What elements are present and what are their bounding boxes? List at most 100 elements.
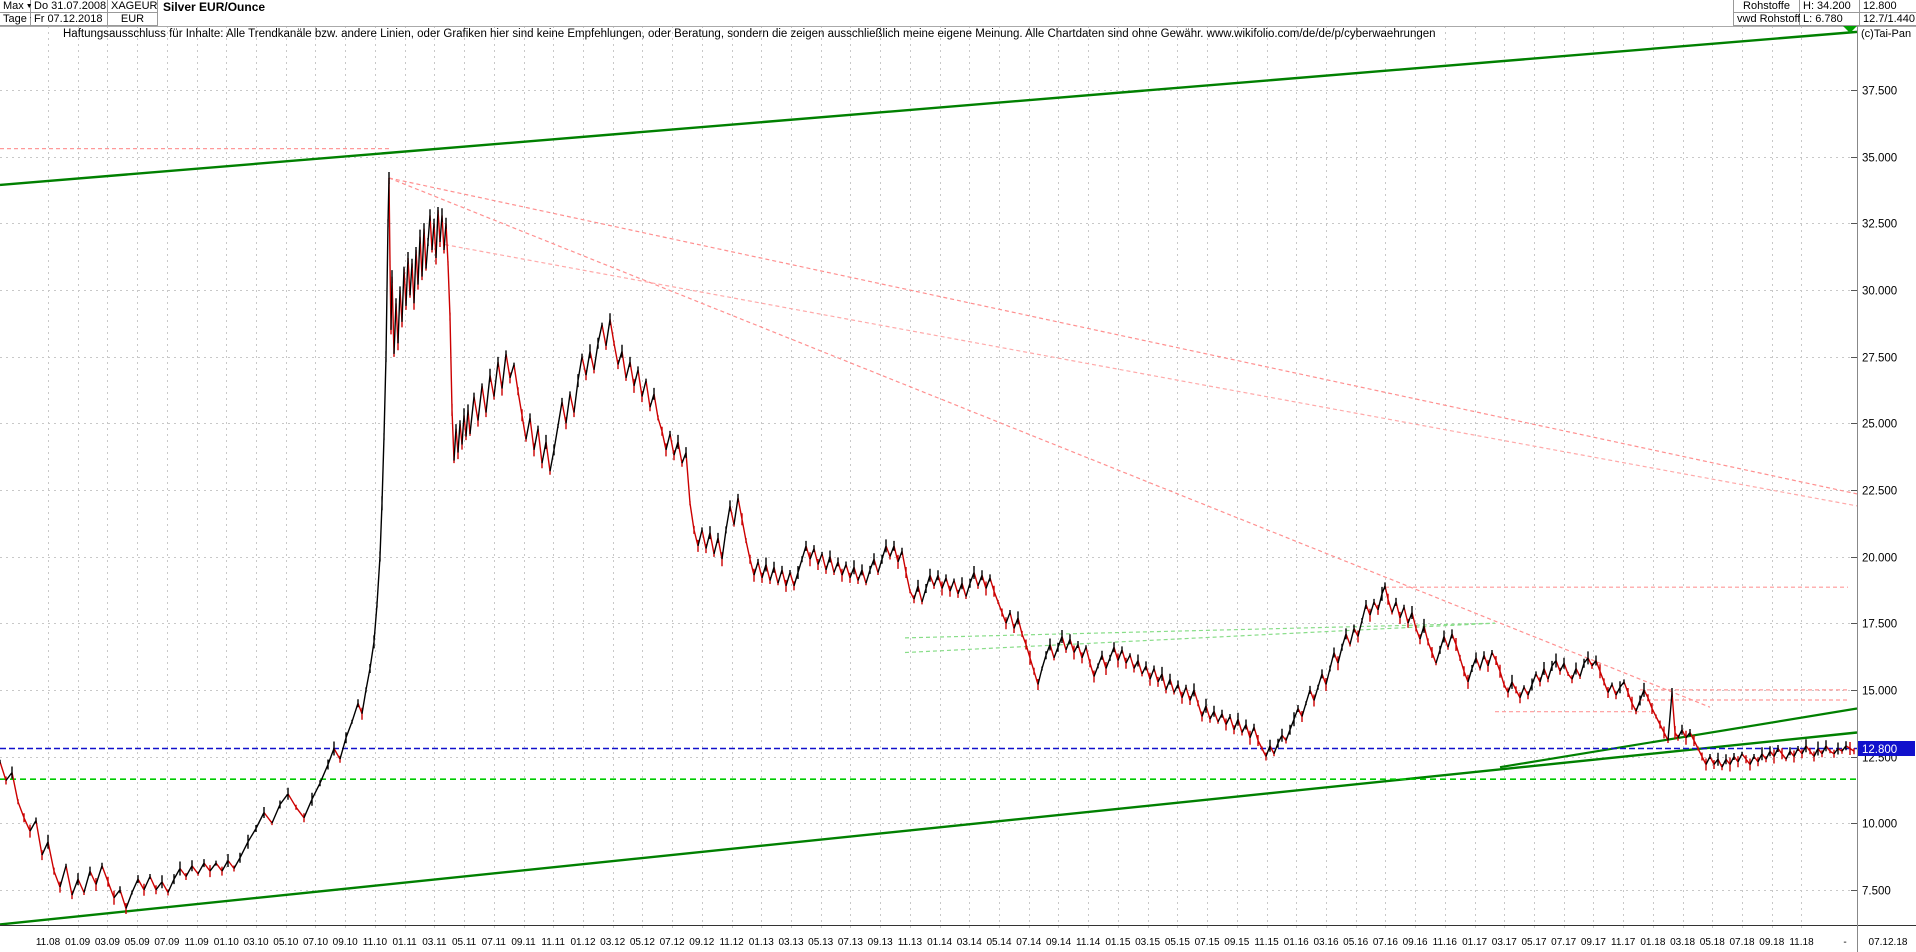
upper-channel-line (0, 30, 1858, 187)
svg-text:10.000: 10.000 (1862, 819, 1897, 831)
svg-text:17.500: 17.500 (1862, 619, 1897, 631)
svg-text:03.12: 03.12 (600, 937, 625, 948)
low-value: L: 6.780 (1800, 13, 1860, 26)
disclaimer-text: Haftungsausschluss für Inhalte: Alle Tre… (63, 28, 1436, 40)
svg-text:07.12.18: 07.12.18 (1869, 937, 1908, 948)
svg-text:03.17: 03.17 (1492, 937, 1517, 948)
downtrend-shallow (388, 177, 1858, 495)
svg-text:09.11: 09.11 (511, 937, 536, 948)
svg-text:22.500: 22.500 (1862, 486, 1897, 498)
svg-text:09.13: 09.13 (868, 937, 893, 948)
svg-text:07.18: 07.18 (1729, 937, 1754, 948)
svg-text:27.500: 27.500 (1862, 353, 1897, 365)
svg-text:01.17: 01.17 (1462, 937, 1487, 948)
svg-text:07.15: 07.15 (1195, 937, 1220, 948)
svg-text:07.11: 07.11 (482, 937, 507, 948)
svg-text:05.12: 05.12 (630, 937, 655, 948)
period-dropdown[interactable]: Tage▼ (0, 13, 36, 26)
svg-text:03.15: 03.15 (1135, 937, 1160, 948)
svg-text:11.11: 11.11 (541, 937, 565, 948)
svg-text:03.13: 03.13 (778, 937, 803, 948)
svg-text:01.12: 01.12 (570, 937, 595, 948)
last-price-axis-label: 12.800 (1858, 741, 1915, 757)
svg-text:20.000: 20.000 (1862, 553, 1897, 565)
lower-channel-line (0, 731, 1858, 926)
wedge-upper (904, 622, 1496, 639)
date-from-field[interactable]: Do 31.07.2008 (31, 0, 108, 13)
svg-text:03.10: 03.10 (243, 937, 268, 948)
svg-text:03.16: 03.16 (1313, 937, 1338, 948)
svg-text:09.16: 09.16 (1403, 937, 1428, 948)
price-change-value: 12.7/1.440 (1860, 13, 1916, 26)
source-label: vwd Rohstoffe (1733, 13, 1807, 26)
svg-text:07.14: 07.14 (1016, 937, 1041, 948)
y-axis-tick-labels: 7.50010.00012.50015.00017.50020.00022.50… (1851, 86, 1897, 898)
svg-text:05.13: 05.13 (808, 937, 833, 948)
svg-text:01.09: 01.09 (65, 937, 90, 948)
svg-text:03.14: 03.14 (957, 937, 982, 948)
svg-text:01.18: 01.18 (1640, 937, 1665, 948)
svg-text:11.09: 11.09 (184, 937, 209, 948)
trendline-end-marker-icon (1843, 26, 1857, 33)
svg-text:05.18: 05.18 (1700, 937, 1725, 948)
svg-text:03.09: 03.09 (95, 937, 120, 948)
svg-text:11.16: 11.16 (1433, 937, 1458, 948)
svg-text:11.12: 11.12 (719, 937, 744, 948)
svg-text:01.10: 01.10 (214, 937, 239, 948)
svg-text:11.08: 11.08 (36, 937, 61, 948)
date-to-field[interactable]: Fr 07.12.2018 (31, 13, 108, 26)
svg-text:11.10: 11.10 (363, 937, 388, 948)
svg-text:05.14: 05.14 (986, 937, 1011, 948)
svg-text:01.13: 01.13 (749, 937, 774, 948)
x-axis-tick-labels: 11.08 01.09 03.09 05.09 07.09 11.09 01.10 03.10… (36, 937, 1908, 948)
svg-text:05.17: 05.17 (1521, 937, 1546, 948)
svg-text:01.16: 01.16 (1284, 937, 1309, 948)
copyright-label: (c)Tai-Pan (1861, 28, 1912, 40)
svg-text:07.13: 07.13 (838, 937, 863, 948)
trendlines (0, 30, 1858, 926)
svg-text:01.14: 01.14 (927, 937, 952, 948)
svg-text:07.09: 07.09 (154, 937, 179, 948)
svg-text:03.18: 03.18 (1670, 937, 1695, 948)
price-series (0, 172, 1855, 914)
svg-text:15.000: 15.000 (1862, 686, 1897, 698)
svg-text:32.500: 32.500 (1862, 219, 1897, 231)
svg-text:09.17: 09.17 (1581, 937, 1606, 948)
svg-text:07.17: 07.17 (1551, 937, 1576, 948)
downtrend-steep (388, 177, 1711, 708)
svg-text:09.10: 09.10 (333, 937, 358, 948)
svg-text:07.16: 07.16 (1373, 937, 1398, 948)
svg-text:05.11: 05.11 (452, 937, 477, 948)
price-down-segments (0, 177, 1855, 914)
horizontal-gridlines (0, 90, 1857, 891)
symbol-label: XAGEUR (108, 0, 158, 13)
svg-text:09.12: 09.12 (689, 937, 714, 948)
svg-text:01.11: 01.11 (392, 937, 417, 948)
svg-text:01.15: 01.15 (1105, 937, 1130, 948)
svg-text:25.000: 25.000 (1862, 419, 1897, 431)
svg-text:07.12: 07.12 (660, 937, 685, 948)
vertical-gridlines (48, 26, 1802, 931)
svg-text:11.13: 11.13 (898, 937, 923, 948)
high-value: H: 34.200 (1800, 0, 1860, 13)
svg-text:05.10: 05.10 (273, 937, 298, 948)
svg-text:7.500: 7.500 (1862, 886, 1891, 898)
svg-text:09.18: 09.18 (1759, 937, 1784, 948)
svg-text:12.800: 12.800 (1862, 744, 1897, 756)
svg-text:37.500: 37.500 (1862, 86, 1897, 98)
svg-text:07.10: 07.10 (303, 937, 328, 948)
svg-text:11.18: 11.18 (1789, 937, 1814, 948)
svg-text:09.14: 09.14 (1046, 937, 1071, 948)
range-dropdown[interactable]: Max ▼ (0, 0, 33, 13)
svg-text:35.000: 35.000 (1862, 153, 1897, 165)
price-up-segments (0, 172, 1847, 909)
chart-title: Silver EUR/Ounce (163, 0, 266, 14)
svg-text:05.16: 05.16 (1343, 937, 1368, 948)
currency-label: EUR (108, 13, 158, 26)
downtrend-mid (444, 244, 1858, 507)
svg-text:05.09: 05.09 (125, 937, 150, 948)
